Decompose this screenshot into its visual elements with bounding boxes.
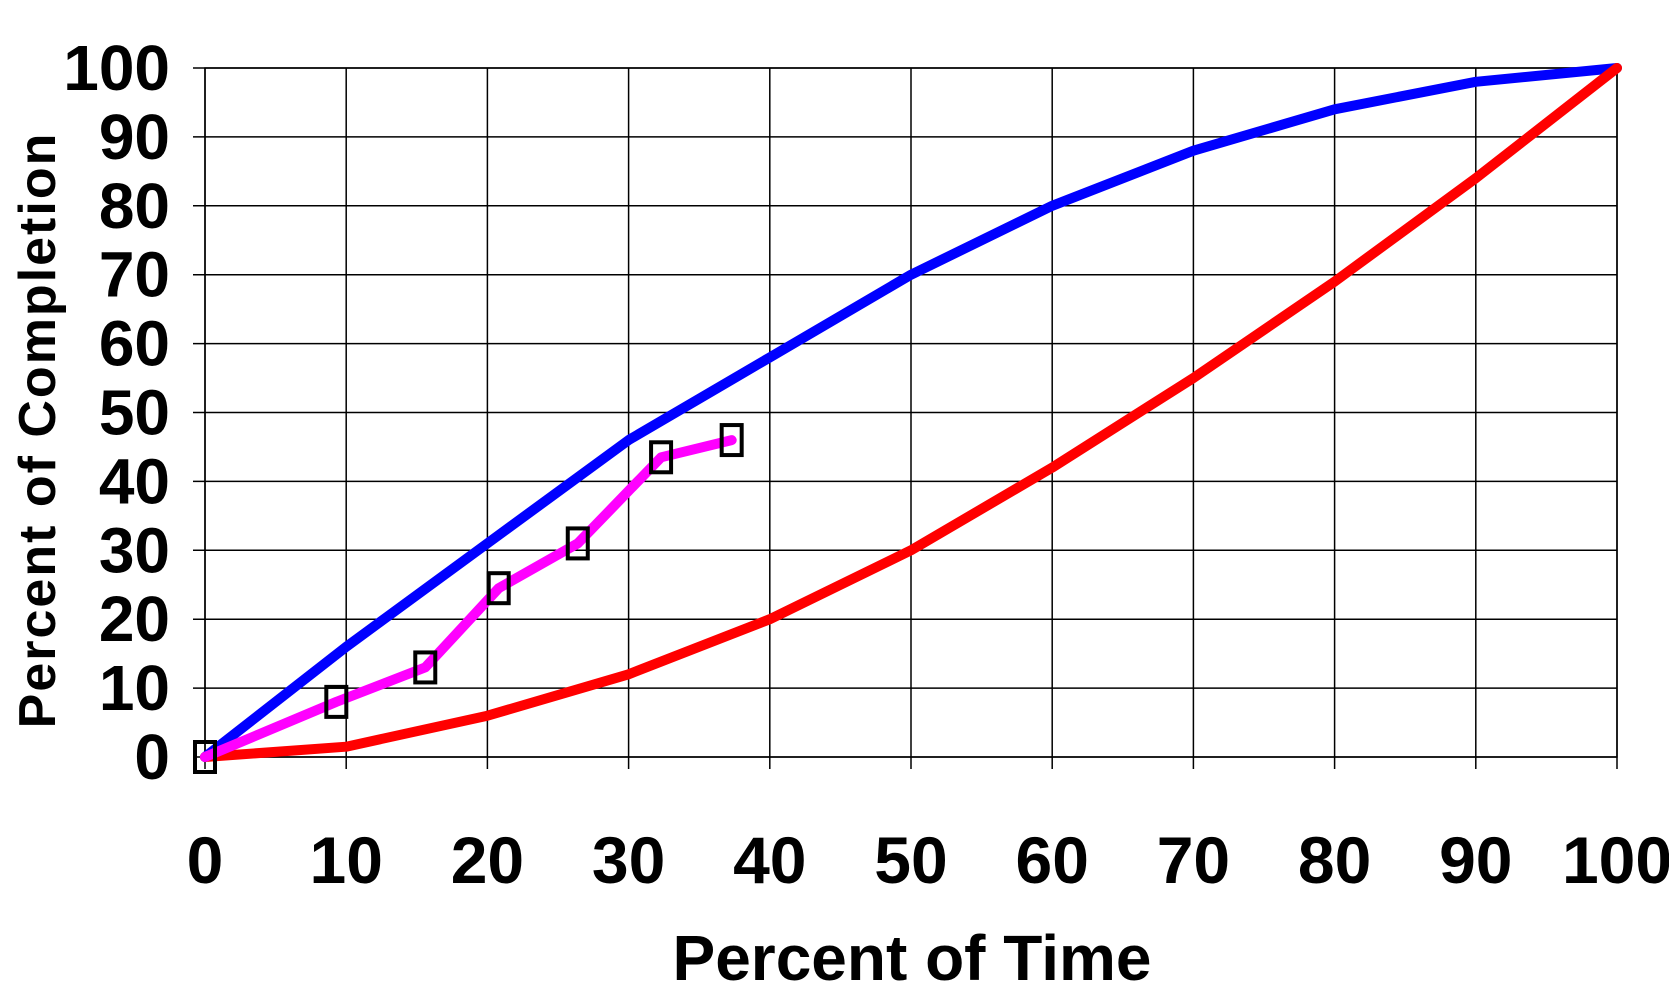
x-tick-label: 70 — [1157, 823, 1230, 897]
x-tick-label: 10 — [309, 823, 382, 897]
y-tick-label: 80 — [99, 170, 170, 242]
y-tick-label: 70 — [99, 239, 170, 311]
data-point-marker — [324, 684, 349, 719]
x-tick-label: 100 — [1562, 823, 1669, 897]
x-tick-label: 80 — [1298, 823, 1371, 897]
y-tick-label: 60 — [99, 308, 170, 380]
data-point-marker — [193, 740, 217, 774]
x-tick-label: 60 — [1015, 823, 1088, 897]
series-line-3 — [200, 435, 737, 762]
y-tick-label: 40 — [99, 445, 170, 517]
x-tick-label: 30 — [592, 823, 665, 897]
y-tick-label: 100 — [63, 32, 170, 104]
x-tick-label: 90 — [1439, 823, 1512, 897]
x-axis-title: Percent of Time — [673, 922, 1152, 994]
series-group — [193, 63, 1622, 774]
data-point-marker — [649, 440, 674, 475]
data-point-marker — [413, 650, 438, 685]
grid — [193, 67, 1618, 769]
series-line-2 — [200, 63, 1622, 762]
data-point-marker — [719, 423, 744, 458]
data-point-marker — [486, 571, 511, 606]
x-tick-label: 20 — [451, 823, 524, 897]
y-axis-title: Percent of Completion — [9, 132, 67, 729]
plot-frame — [204, 67, 1618, 758]
y-tick-label: 50 — [99, 377, 170, 449]
y-tick-label: 90 — [99, 101, 170, 173]
y-tick-label: 30 — [99, 514, 170, 586]
y-tick-label: 20 — [99, 583, 170, 655]
y-tick-label: 0 — [134, 721, 170, 793]
x-tick-label: 40 — [733, 823, 806, 897]
series-line-1 — [200, 63, 1622, 762]
x-tick-label: 50 — [874, 823, 947, 897]
tick-labels: 0 10 20 30 40 50 60 70 80 90 100010203040506070809… — [63, 32, 1669, 897]
data-point-marker — [565, 526, 590, 561]
x-tick-label: 0 — [187, 823, 224, 897]
y-tick-label: 10 — [99, 652, 170, 724]
